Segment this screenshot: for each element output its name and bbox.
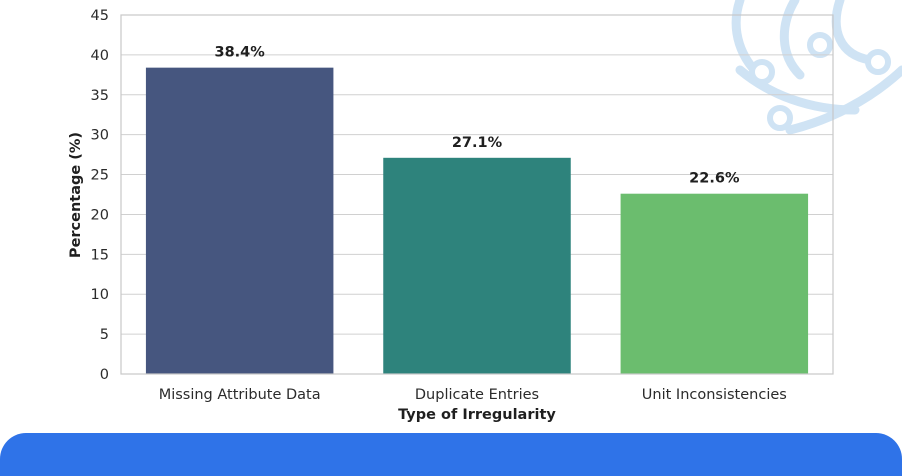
- y-tick-label: 0: [100, 367, 109, 383]
- y-tick-label: 40: [91, 48, 109, 64]
- y-axis-label: Percentage (%): [68, 132, 84, 258]
- data-label: 22.6%: [689, 171, 740, 187]
- y-tick-label: 5: [100, 327, 109, 343]
- data-label: 38.4%: [215, 45, 266, 61]
- y-tick-label: 25: [91, 168, 109, 184]
- bar: [620, 193, 809, 374]
- circuit-globe-icon: [731, 0, 902, 135]
- y-tick-label: 15: [91, 247, 109, 263]
- bar: [145, 67, 334, 375]
- bars: [145, 67, 809, 375]
- footer-banner: [0, 433, 902, 476]
- x-tick-labels: Missing Attribute Data Duplicate Entries U…: [159, 387, 787, 403]
- data-label: 27.1%: [452, 135, 503, 151]
- y-tick-label: 20: [91, 207, 109, 223]
- x-tick-label: Duplicate Entries: [415, 387, 539, 403]
- y-tick-label: 30: [91, 128, 109, 144]
- y-tick-label: 35: [91, 88, 109, 104]
- plot-frame: [120, 14, 834, 375]
- data-labels: 38.4% 27.1% 22.6%: [215, 45, 740, 187]
- x-axis-label: Type of Irregularity: [398, 407, 556, 423]
- x-tick-label: Unit Inconsistencies: [642, 387, 787, 403]
- y-tick-label: 10: [91, 287, 109, 303]
- y-tick-labels: 0 5 10 15 20 25 30 35 40 45: [91, 8, 109, 383]
- x-tick-label: Missing Attribute Data: [159, 387, 321, 403]
- bar: [383, 157, 571, 374]
- y-tick-label: 45: [91, 8, 109, 24]
